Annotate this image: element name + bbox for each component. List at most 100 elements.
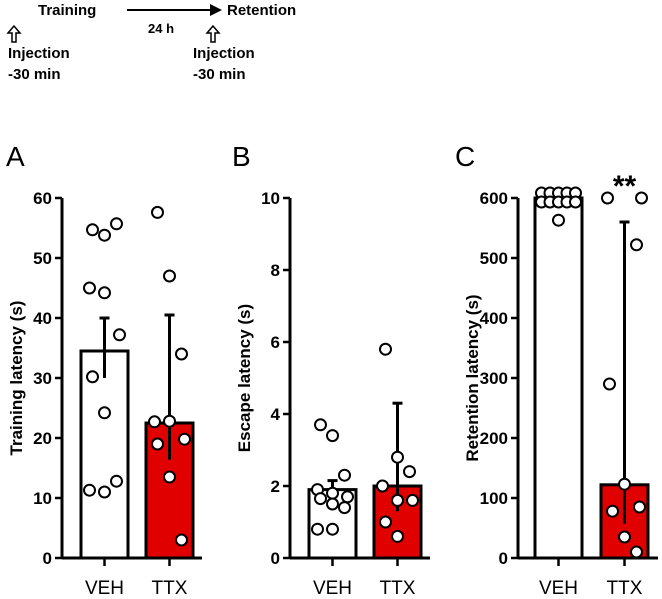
retention-label: Retention xyxy=(227,2,296,19)
data-point xyxy=(630,238,643,252)
y-tick-label: 10 xyxy=(261,189,280,208)
data-point xyxy=(326,522,339,536)
data-point xyxy=(175,533,188,547)
data-point xyxy=(601,191,614,205)
data-point xyxy=(338,501,351,515)
data-point xyxy=(148,415,161,429)
y-tick-label: 4 xyxy=(271,405,281,424)
injection-label-2: Injection xyxy=(193,45,255,62)
data-point xyxy=(314,492,327,506)
data-point xyxy=(326,497,339,511)
data-point xyxy=(391,493,404,507)
data-point xyxy=(630,545,643,559)
y-tick-label: 30 xyxy=(33,369,52,388)
panel-c: C Retention latency (s) VEH TTX 0 100 200 300 40… xyxy=(455,141,658,599)
x-tick-label: VEH xyxy=(85,578,124,599)
data-point xyxy=(163,414,176,428)
bar-veh xyxy=(533,196,584,560)
x-tick-label: TTX xyxy=(152,578,188,599)
y-tick-label: 100 xyxy=(480,489,508,508)
bar-veh xyxy=(79,349,130,560)
y-tick-label: 50 xyxy=(33,249,52,268)
data-point xyxy=(86,370,99,384)
data-point xyxy=(314,418,327,432)
y-axis-label: Escape latency (s) xyxy=(235,304,254,452)
y-axis-label: Training latency (s) xyxy=(7,301,26,456)
injection-label-1: Injection xyxy=(8,45,70,62)
y-tick-label: 10 xyxy=(33,489,52,508)
interval-label: 24 h xyxy=(148,21,174,36)
data-point xyxy=(113,328,126,342)
data-point xyxy=(311,522,324,536)
data-point xyxy=(603,377,616,391)
x-tick-label: TTX xyxy=(607,578,643,599)
data-point xyxy=(552,213,565,227)
data-point xyxy=(178,432,191,446)
data-point xyxy=(98,406,111,420)
data-point xyxy=(151,437,164,451)
y-tick-label: 0 xyxy=(271,549,280,568)
data-point xyxy=(110,474,123,488)
panel-label: A xyxy=(6,141,25,172)
data-point xyxy=(376,479,389,493)
training-label: Training xyxy=(38,2,96,19)
x-tick-label: TTX xyxy=(380,578,416,599)
data-point xyxy=(86,223,99,237)
data-point xyxy=(406,493,419,507)
y-axis-label: Retention latency (s) xyxy=(463,294,482,461)
y-tick-label: 600 xyxy=(480,189,508,208)
data-point xyxy=(391,529,404,543)
data-point xyxy=(98,228,111,242)
data-point xyxy=(151,205,164,219)
injection-arrow-icon xyxy=(6,24,22,43)
y-tick-label: 20 xyxy=(33,429,52,448)
y-tick-label: 60 xyxy=(33,189,52,208)
data-point xyxy=(618,477,631,491)
data-point xyxy=(326,429,339,443)
panel-label: B xyxy=(232,141,251,172)
data-point xyxy=(633,500,646,514)
data-point xyxy=(163,269,176,283)
data-point xyxy=(83,483,96,497)
injection-arrow-icon xyxy=(205,24,221,43)
panel-b: B Escape latency (s) VEH TTX 0 2 4 6 8 10 xyxy=(232,141,430,599)
data-point xyxy=(618,530,631,544)
data-point xyxy=(175,347,188,361)
y-tick-label: 6 xyxy=(271,333,280,352)
data-point xyxy=(379,515,392,529)
data-point xyxy=(341,490,354,504)
x-tick-label: VEH xyxy=(313,578,352,599)
data-point xyxy=(606,504,619,518)
data-point xyxy=(569,195,582,209)
data-point xyxy=(163,470,176,484)
y-tick-label: 40 xyxy=(33,309,52,328)
y-tick-label: 400 xyxy=(480,309,508,328)
y-tick-label: 8 xyxy=(271,261,280,280)
y-tick-label: 200 xyxy=(480,429,508,448)
data-point xyxy=(98,286,111,300)
data-point xyxy=(98,485,111,499)
data-point xyxy=(403,465,416,479)
data-point xyxy=(391,450,404,464)
y-tick-label: 0 xyxy=(43,549,52,568)
y-tick-label: 0 xyxy=(499,549,508,568)
protocol-diagram: Training 24 h Retention Injection -30 mi… xyxy=(6,2,296,83)
data-point xyxy=(338,468,351,482)
data-point xyxy=(110,217,123,231)
y-tick-label: 500 xyxy=(480,249,508,268)
y-tick-label: 300 xyxy=(480,369,508,388)
data-point xyxy=(83,281,96,295)
data-point xyxy=(635,191,648,205)
panel-label: C xyxy=(455,141,475,172)
data-point xyxy=(326,486,339,500)
y-tick-label: 2 xyxy=(271,477,280,496)
panel-a: A Training latency (s) VEH TTX 0 10 20 30 40 50 60 xyxy=(6,141,202,599)
arrow-head-icon xyxy=(210,4,222,16)
x-tick-label: VEH xyxy=(539,578,578,599)
significance-marker: ** xyxy=(613,170,637,203)
time-label-1: -30 min xyxy=(8,66,61,83)
time-label-2: -30 min xyxy=(193,66,246,83)
data-point xyxy=(379,342,392,356)
